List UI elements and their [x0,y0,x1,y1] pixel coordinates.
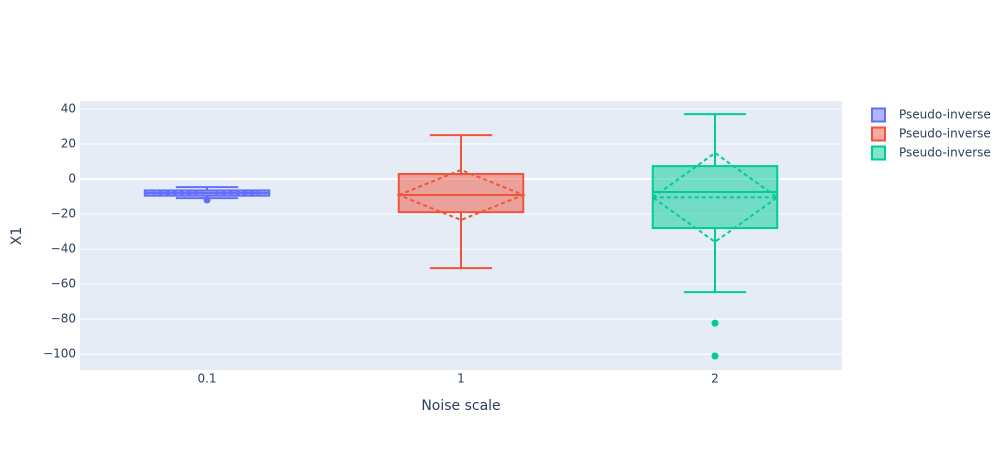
x-axis-title: Noise scale [421,398,500,414]
x-tick-label: 1 [457,372,465,386]
legend-label[interactable]: Pseudo-inverse [899,108,991,122]
legend-swatch[interactable] [871,107,886,123]
y-tick-label: 40 [61,102,76,116]
y-tick-label: −40 [51,242,76,256]
legend-label[interactable]: Pseudo-inverse [899,146,991,160]
y-tick-label: −80 [51,312,76,326]
x-tick-label: 2 [711,372,719,386]
outlier [203,196,211,204]
legend-swatch[interactable] [871,145,886,161]
legend-swatch[interactable] [871,126,886,142]
box [397,172,525,214]
y-tick-label: −100 [43,347,76,361]
sd-diamond [396,168,526,222]
outlier [711,352,719,360]
y-tick-label: −20 [51,207,76,221]
y-tick-label: −60 [51,277,76,291]
x-tick-label: 0.1 [197,372,216,386]
y-tick-label: 0 [68,172,76,186]
outlier [711,319,719,327]
y-axis-title: X1 [9,227,25,246]
sd-diamond [651,151,779,244]
legend-label[interactable]: Pseudo-inverse [899,127,991,141]
y-tick-label: 20 [61,137,76,151]
